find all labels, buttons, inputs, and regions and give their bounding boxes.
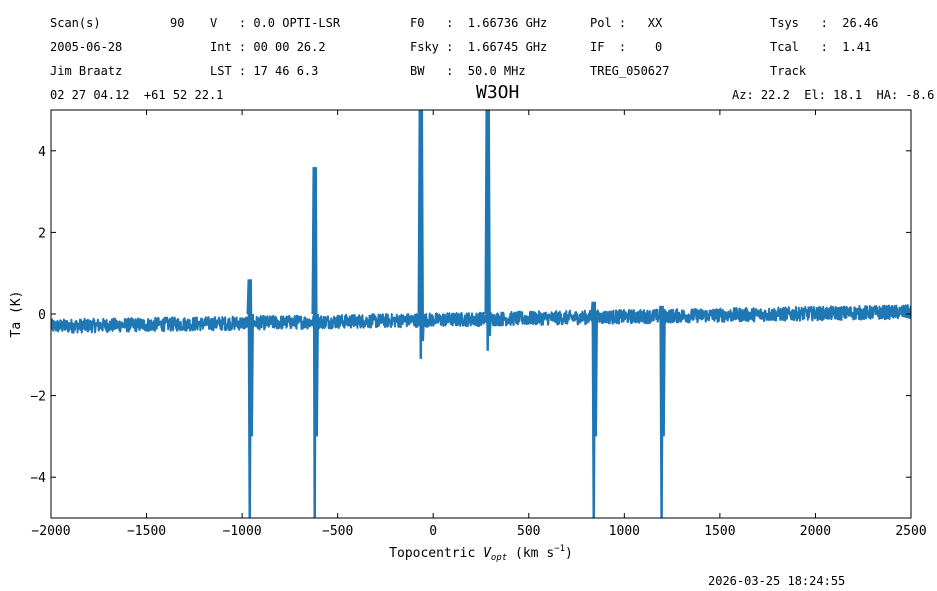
spectral-feature-spike [417,110,426,359]
x-tick-label: 1500 [704,524,735,539]
spectrum-series-line [51,304,911,334]
x-tick-label: 2500 [895,524,926,539]
y-tick-label: −4 [30,471,46,486]
spectral-feature-spike [246,279,255,518]
sky-frequency: Fsky : 1.66745 GHz [410,40,548,54]
x-tick-label: −1500 [127,524,166,539]
integration-time: Int : 00 00 26.2 [210,40,326,54]
x-tick-label: 2000 [800,524,831,539]
spectral-feature-spike [484,110,492,351]
rest-frequency: F0 : 1.66736 GHz [410,16,548,30]
x-axis-label: Topocentric Vopt (km s−1) [389,544,573,563]
y-tick-label: 4 [38,145,46,160]
x-tick-label: 0 [429,524,437,539]
velocity-info: V : 0.0 OPTI-LSR [210,16,341,30]
chart-title: W3OH [476,82,520,103]
data-layer [51,110,911,518]
y-tick-label: 2 [38,226,46,241]
observation-date: 2005-06-28 [50,40,123,54]
x-tick-label: −1000 [223,524,262,539]
scan-label: Scan(s) [50,16,101,30]
spectral-feature-spike [658,305,666,518]
source-coordinates: 02 27 04.12 +61 52 22.1 [50,88,224,102]
x-tick-label: −500 [322,524,353,539]
spectral-features [246,110,666,518]
observer-name: Jim Braatz [50,64,123,78]
render-timestamp: 2026-03-25 18:24:55 [708,574,846,588]
track-mode: Track [770,64,807,78]
spectral-feature-spike [311,167,319,518]
spectral-feature-spike [590,301,599,518]
x-axis-ticks: −2000 −1500 −1000 −500 0 500 1000 1500 2000 2500 [31,110,927,539]
x-tick-label: 500 [517,524,540,539]
y-axis-ticks: −4 −2 0 2 4 [30,145,911,486]
y-axis-label: Ta (K) [9,291,24,338]
az-el-ha: Az: 22.2 El: 18.1 HA: -8.6 [732,88,935,102]
calibration-temperature: Tcal : 1.41 [770,40,872,54]
system-temperature: Tsys : 26.46 [770,16,879,30]
x-tick-label: −2000 [31,524,70,539]
polarization: Pol : XX [590,16,663,30]
bandwidth: BW : 50.0 MHz [410,64,526,78]
if-number: IF : 0 [590,40,663,54]
y-tick-label: 0 [38,308,46,323]
project-id: TREG_050627 [590,64,670,78]
y-tick-label: −2 [30,390,46,405]
lst-info: LST : 17 46 6.3 [210,64,319,78]
x-tick-label: 1000 [609,524,640,539]
scan-value: 90 [170,16,185,30]
